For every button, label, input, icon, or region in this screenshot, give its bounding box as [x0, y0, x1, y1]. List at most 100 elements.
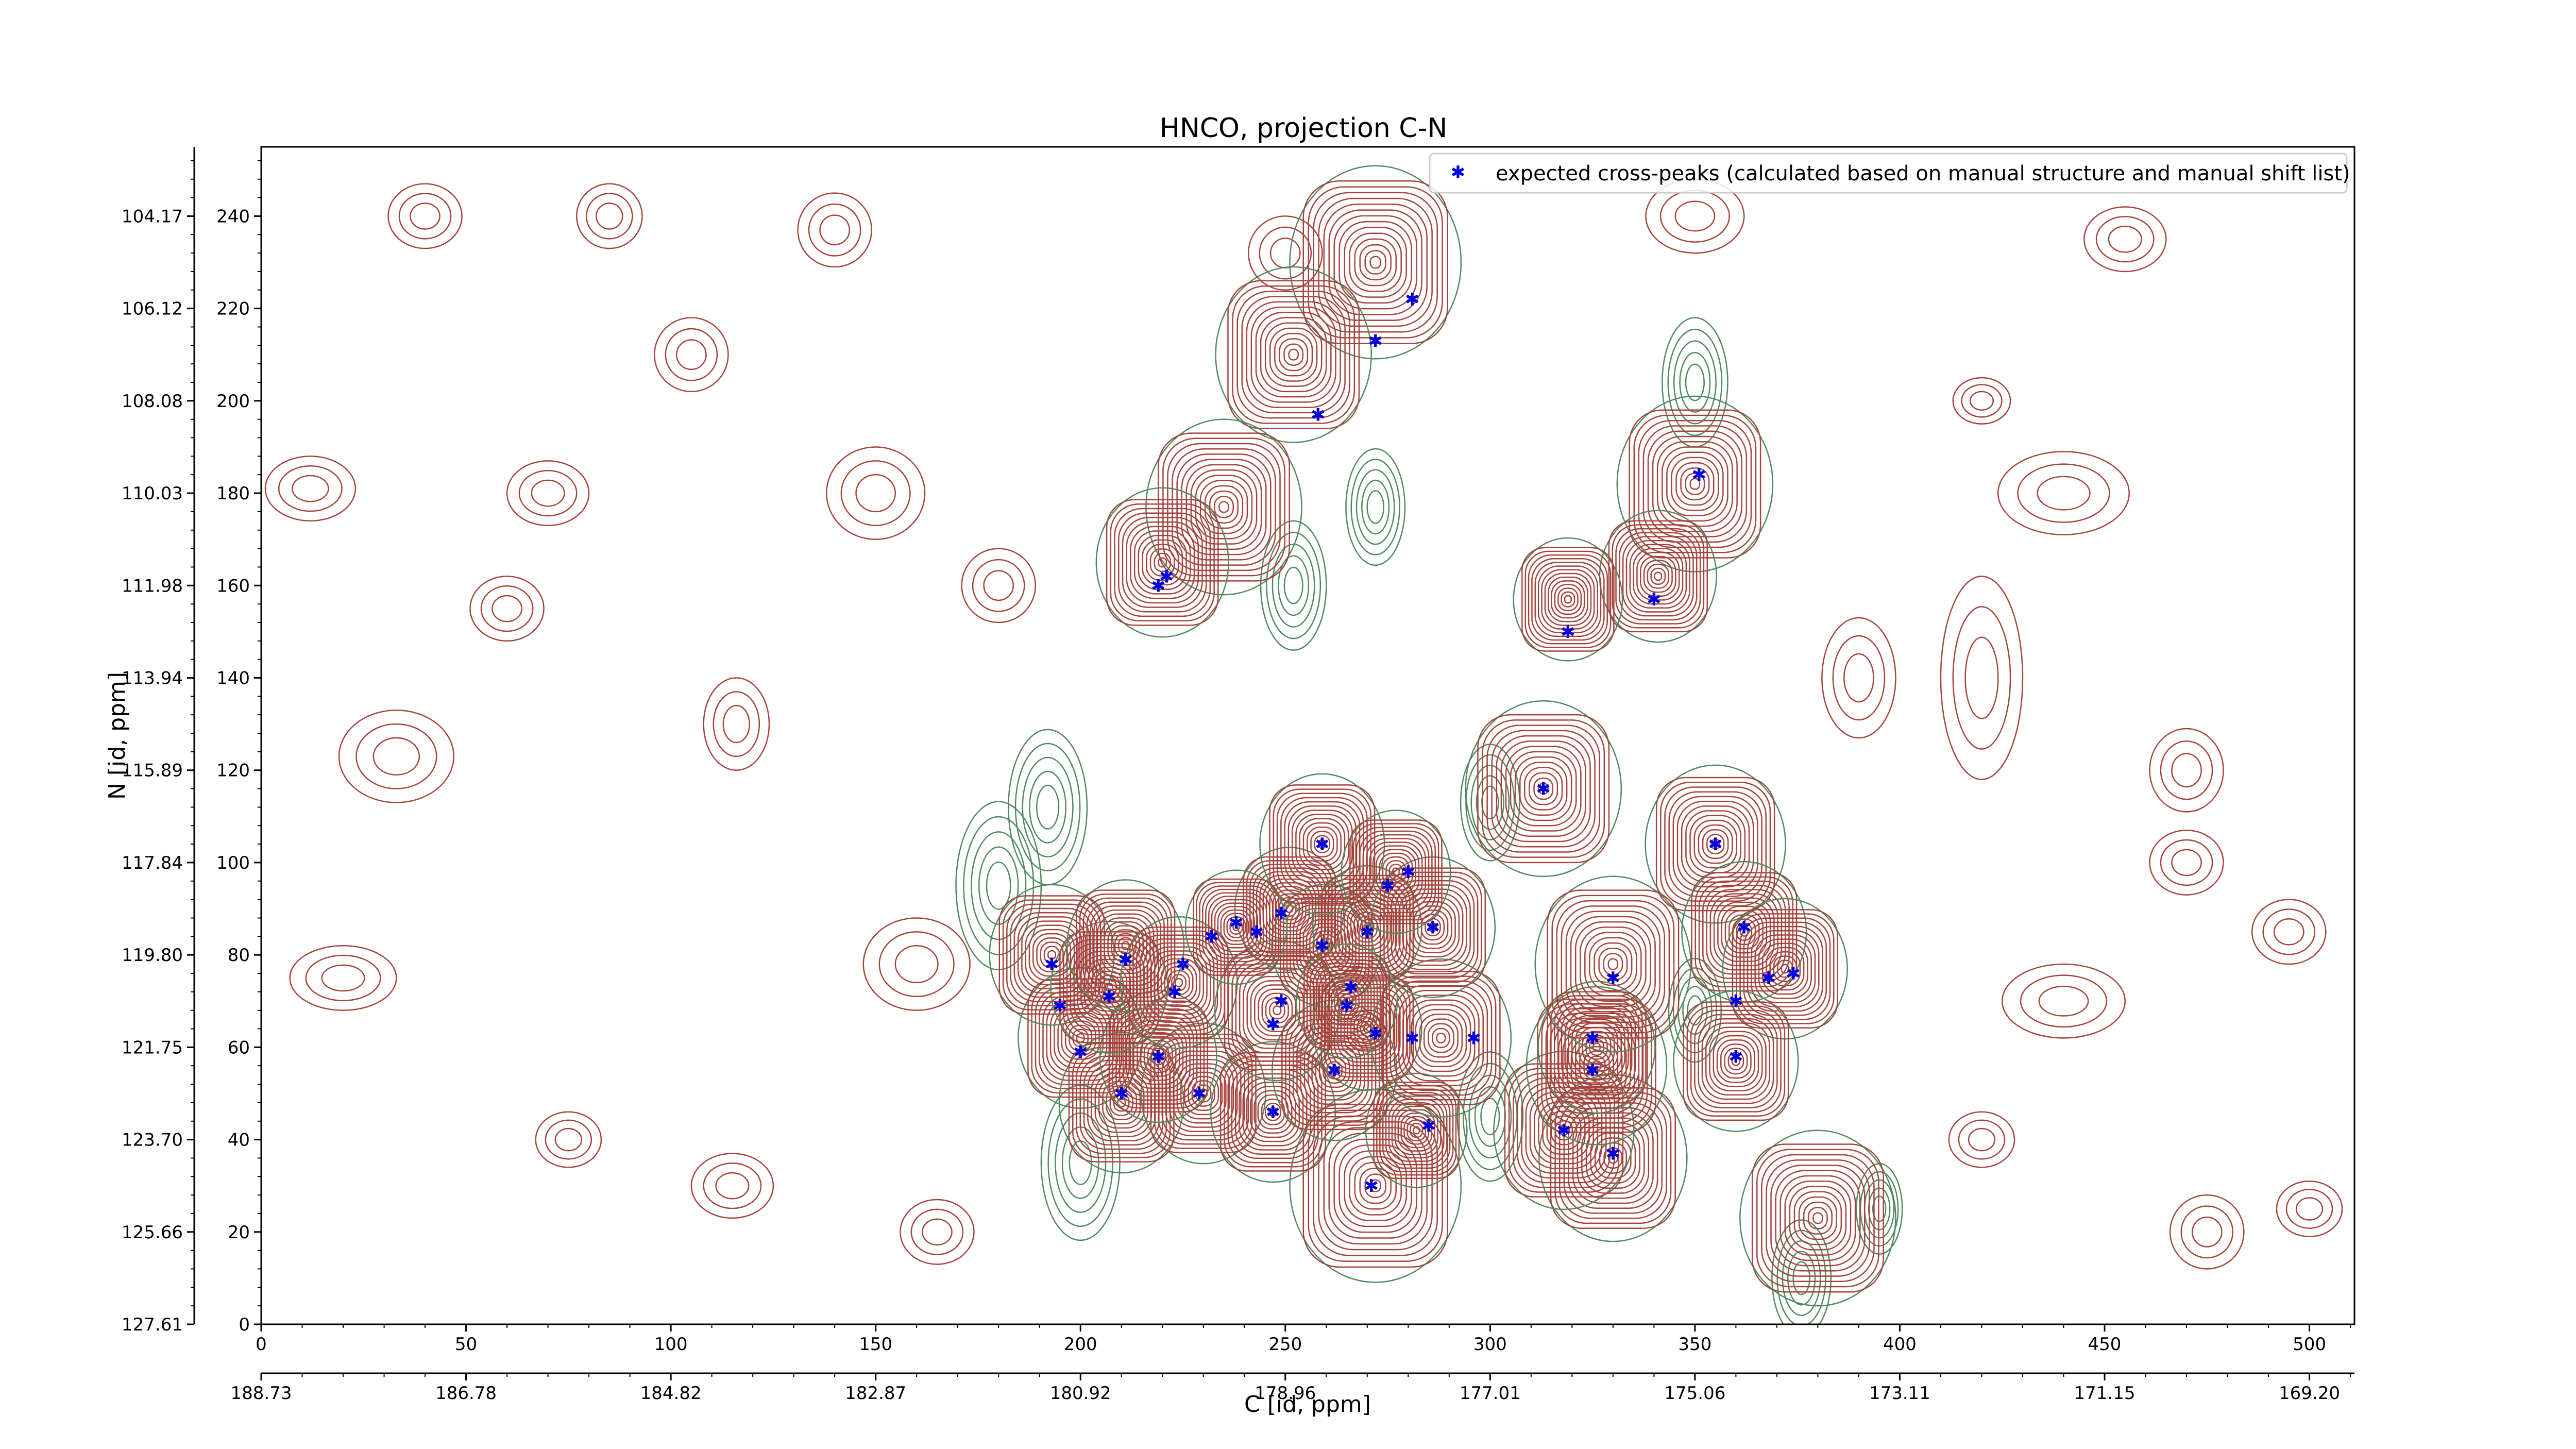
contour-ring: [1359, 244, 1392, 281]
contour-ring: [922, 1218, 953, 1246]
contour-ring: [1667, 328, 1723, 436]
contour-ring: [1685, 363, 1705, 401]
contour-ring: [1551, 580, 1585, 619]
contour-ring: [1544, 572, 1592, 626]
peak-contour: [1722, 898, 1848, 1040]
contour-ring: [1680, 467, 1710, 501]
contour-ring: [1328, 209, 1422, 315]
contour-ring: [900, 1199, 975, 1265]
contour-ring: [1291, 810, 1353, 879]
contour-ring: [1574, 1041, 1619, 1090]
contour-ring: [1557, 1003, 1636, 1092]
contour-ring: [1257, 1094, 1289, 1130]
contour-ring: [1519, 762, 1568, 816]
contour-ring: [1607, 1152, 1618, 1164]
peak-contour: [1599, 510, 1717, 643]
x-ppm-tick-label: 175.06: [1664, 1383, 1725, 1404]
contour-ring: [1283, 566, 1303, 604]
contour-ring: [1295, 814, 1349, 874]
contour-ring: [1615, 528, 1701, 625]
cross-peak-marker: ✱: [1266, 1015, 1281, 1035]
contour-ring: [1333, 215, 1417, 310]
contour-ring: [989, 884, 1115, 1026]
cross-peak-marker: ✱: [1728, 991, 1743, 1012]
contour-ring: [1517, 1077, 1611, 1184]
contour-ring: [1094, 1072, 1148, 1133]
contour-ring: [1349, 819, 1443, 924]
contour-ring: [1272, 543, 1315, 628]
contour-ring: [1260, 520, 1327, 651]
contour-ring: [1210, 1041, 1336, 1183]
contour-ring: [1968, 1127, 1996, 1152]
contour-ring: [1582, 1031, 1612, 1064]
cross-peak-marker: ✱: [1118, 950, 1133, 970]
contour-ring: [1205, 892, 1267, 963]
contour-ring: [1777, 959, 1793, 978]
contour-ring: [1331, 983, 1363, 1019]
contour-ring: [1133, 530, 1191, 595]
noise-contour: [387, 183, 463, 249]
cross-peak-marker: ✱: [1401, 862, 1416, 883]
contour-ring: [2171, 753, 2202, 788]
contour-ring: [1559, 1097, 1667, 1219]
contour-ring: [1524, 550, 1612, 648]
contour-ring: [1554, 584, 1582, 615]
contour-ring: [1756, 1149, 1879, 1288]
contour-ring: [2285, 1189, 2333, 1229]
contour-ring: [2171, 849, 2202, 877]
contour-ring: [2020, 974, 2108, 1028]
contour-ring: [690, 1153, 774, 1219]
peak-contour: [1739, 1130, 1896, 1307]
contour-ring: [910, 1208, 964, 1255]
contour-ring: [1633, 414, 1757, 553]
contour-ring: [703, 1162, 762, 1209]
contour-ring: [1812, 1212, 1823, 1224]
contour-ring: [1592, 1042, 1601, 1052]
contour-ring: [586, 193, 633, 240]
contour-ring: [1382, 856, 1410, 887]
peak-contour: [1095, 487, 1229, 638]
contour-ring: [1625, 540, 1690, 613]
legend-marker-icon: ✱: [1451, 162, 1466, 183]
contour-ring: [1685, 473, 1705, 495]
contour-ring: [1269, 327, 1318, 382]
contour-ring: [1674, 200, 1716, 232]
contour-ring: [1589, 937, 1637, 991]
y-ppm-tick-label: 104.17: [122, 206, 183, 227]
contour-ring: [2160, 740, 2213, 800]
contour-ring: [1673, 340, 1717, 425]
x-index-tick-label: 350: [1678, 1334, 1711, 1355]
contour-ring: [1736, 922, 1753, 941]
contour-ring: [469, 576, 545, 642]
contour-ring: [1100, 917, 1151, 974]
contour-ring: [1232, 923, 1240, 932]
cross-peak-marker: ✱: [1368, 331, 1383, 351]
contour-ring: [1096, 913, 1155, 978]
contour-ring: [1333, 1138, 1417, 1233]
contour-ring: [1167, 443, 1281, 571]
contour-ring: [1792, 1261, 1810, 1295]
contour-ring: [1524, 767, 1563, 811]
contour-ring: [1550, 995, 1643, 1100]
contour-ring: [1585, 1035, 1608, 1060]
contour-ring: [1660, 782, 1771, 907]
noise-contour: [961, 548, 1037, 624]
contour-ring: [1496, 735, 1591, 843]
contour-ring: [1340, 993, 1354, 1009]
noise-contour: [1821, 617, 1896, 739]
contour-ring: [1255, 312, 1332, 398]
contour-ring: [1164, 966, 1194, 999]
contour-ring: [1405, 897, 1460, 957]
contour-ring: [1771, 1219, 1832, 1324]
contour-ring: [1334, 986, 1360, 1016]
contour-ring: [1274, 333, 1313, 377]
contour-ring: [1773, 955, 1797, 982]
contour-ring: [1766, 1159, 1870, 1277]
contour-ring: [1214, 939, 1340, 1082]
contour-ring: [1376, 1085, 1457, 1176]
cross-peak-marker: ✱: [1405, 1028, 1420, 1049]
x-ppm-tick-label: 173.11: [1869, 1383, 1930, 1404]
x-index-tick-label: 0: [256, 1334, 267, 1355]
contour-ring: [675, 339, 707, 370]
contour-ring: [1352, 823, 1439, 921]
